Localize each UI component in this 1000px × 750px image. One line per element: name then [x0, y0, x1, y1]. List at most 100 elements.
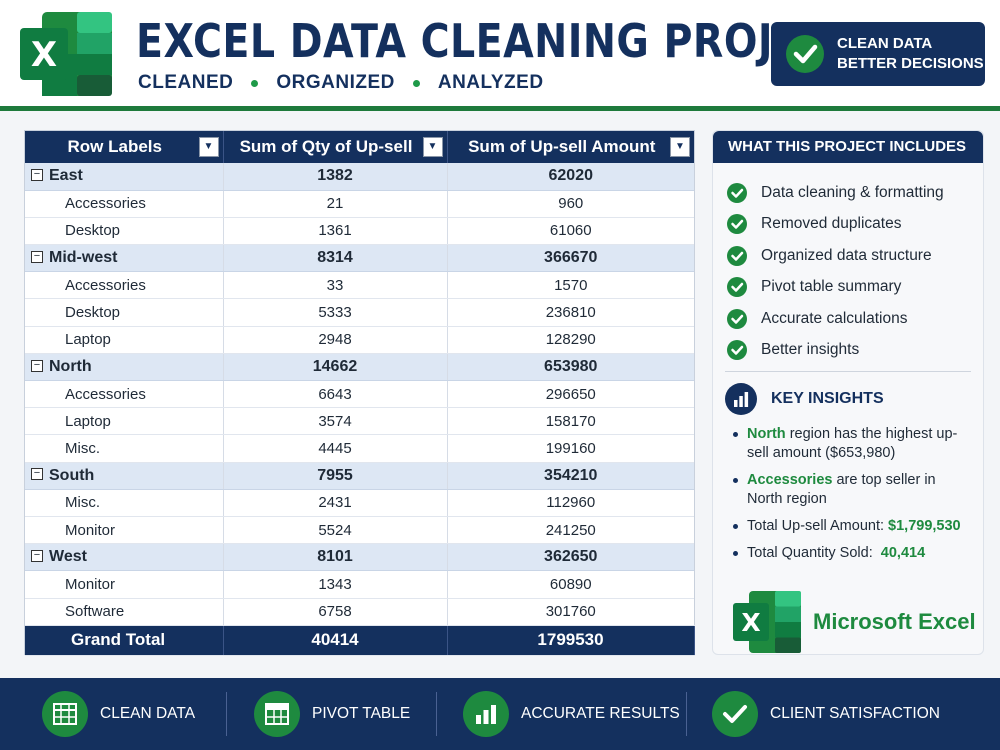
qty-cell: 2948	[223, 326, 448, 354]
subtitle: CLEANED ORGANIZED ANALYZED	[138, 72, 544, 94]
page-title: EXCEL DATA CLEANING PROJECT	[136, 14, 858, 68]
table-row[interactable]: Desktop 5333 236810	[25, 298, 694, 327]
column-header-qty: Sum of Qty of Up-sell ▼	[223, 131, 448, 163]
footer-item-client-satisfaction: CLIENT SATISFACTION	[712, 690, 940, 738]
amount-cell: 1570	[447, 271, 694, 300]
amount-cell: 301760	[447, 598, 694, 626]
table-row-region[interactable]: − West 8101 362650	[25, 543, 694, 572]
table-row-region[interactable]: − North 14662 653980	[25, 353, 694, 382]
amount-cell: 128290	[447, 326, 694, 354]
table-row[interactable]: Accessories 33 1570	[25, 271, 694, 300]
qty-cell: 6643	[223, 380, 448, 409]
grand-total-amount: 1799530	[447, 625, 695, 656]
clean-data-badge: CLEAN DATA BETTER DECISIONS	[771, 22, 985, 86]
check-circle-icon	[727, 182, 747, 203]
filter-dropdown-icon[interactable]: ▼	[198, 137, 219, 157]
include-item: Better insights	[713, 335, 983, 367]
grand-total-label: Grand Total	[25, 625, 224, 656]
insight-item: North region has the highest up-sell amo…	[733, 425, 973, 463]
table-row[interactable]: Monitor 5524 241250	[25, 516, 694, 545]
logo-letter: X	[31, 35, 57, 75]
product-label-cell: Accessories	[25, 190, 224, 218]
qty-cell: 14662	[223, 353, 448, 382]
includes-list: Data cleaning & formatting Removed duplic…	[713, 177, 983, 366]
check-circle-icon	[727, 214, 747, 235]
qty-cell: 1343	[223, 570, 448, 599]
amount-cell: 241250	[447, 516, 694, 545]
amount-cell: 296650	[447, 380, 694, 409]
amount-cell: 960	[447, 190, 694, 218]
check-circle-icon	[727, 308, 747, 329]
table-row[interactable]: Laptop 2948 128290	[25, 326, 694, 354]
collapse-toggle-icon[interactable]: −	[31, 549, 43, 562]
footer-label: CLEAN DATA	[100, 705, 196, 722]
header-divider	[0, 106, 1000, 111]
qty-cell: 5333	[223, 298, 448, 327]
footer-separator	[436, 692, 437, 736]
footer-item-clean-data: CLEAN DATA	[42, 690, 195, 738]
amount-cell: 354210	[447, 462, 694, 490]
table-row[interactable]: Software 6758 301760	[25, 598, 694, 626]
table-row[interactable]: Accessories 21 960	[25, 190, 694, 218]
table-row[interactable]: Misc. 2431 112960	[25, 489, 694, 517]
bar-chart-icon	[725, 383, 757, 415]
table-row[interactable]: Accessories 6643 296650	[25, 380, 694, 409]
qty-cell: 1382	[223, 163, 448, 191]
check-icon	[712, 691, 758, 737]
region-label-cell: − West	[25, 543, 224, 572]
amount-cell: 653980	[447, 353, 694, 382]
include-item: Accurate calculations	[713, 303, 983, 335]
filter-dropdown-icon[interactable]: ▼	[422, 137, 443, 157]
insights-list: North region has the highest up-sell amo…	[733, 425, 973, 571]
region-label-cell: − East	[25, 163, 224, 191]
excel-logo-icon: X	[20, 12, 112, 96]
insight-item: Total Quantity Sold: 40,414	[733, 544, 973, 563]
qty-cell: 3574	[223, 407, 448, 436]
qty-cell: 6758	[223, 598, 448, 626]
amount-cell: 158170	[447, 407, 694, 436]
amount-cell: 112960	[447, 489, 694, 517]
collapse-toggle-icon[interactable]: −	[31, 169, 43, 182]
grid-sheet-icon	[42, 691, 88, 737]
brand-label: Microsoft Excel	[813, 609, 976, 634]
table-row[interactable]: Laptop 3574 158170	[25, 407, 694, 436]
include-item: Organized data structure	[713, 240, 983, 272]
panel-title: WHAT THIS PROJECT INCLUDES	[713, 131, 983, 163]
badge-line-1: CLEAN DATA	[837, 35, 933, 52]
table-row-region[interactable]: − Mid-west 8314 366670	[25, 244, 694, 273]
table-row-region[interactable]: − South 7955 354210	[25, 462, 694, 490]
bar-chart-icon	[463, 691, 509, 737]
column-header-row-labels: Row Labels ▼	[25, 131, 224, 163]
product-label-cell: Software	[25, 598, 224, 626]
filter-dropdown-icon[interactable]: ▼	[670, 137, 690, 157]
amount-cell: 61060	[447, 217, 694, 246]
insights-header: KEY INSIGHTS	[725, 383, 884, 415]
table-row[interactable]: Misc. 4445 199160	[25, 434, 694, 463]
amount-cell: 362650	[447, 543, 694, 572]
collapse-toggle-icon[interactable]: −	[31, 468, 43, 481]
include-item: Removed duplicates	[713, 209, 983, 241]
table-row[interactable]: Monitor 1343 60890	[25, 570, 694, 599]
grand-total-row: Grand Total 40414 1799530	[25, 625, 695, 656]
check-circle-icon	[727, 340, 747, 361]
product-label-cell: Desktop	[25, 217, 224, 246]
qty-cell: 7955	[223, 462, 448, 490]
badge-line-2: BETTER DECISIONS	[837, 55, 984, 72]
table-row[interactable]: Desktop 1361 61060	[25, 217, 694, 246]
qty-cell: 5524	[223, 516, 448, 545]
table-header-row: Row Labels ▼ Sum of Qty of Up-sell ▼ Sum o…	[25, 131, 694, 163]
qty-cell: 4445	[223, 434, 448, 463]
qty-cell: 8101	[223, 543, 448, 572]
product-label-cell: Misc.	[25, 434, 224, 463]
amount-cell: 199160	[447, 434, 694, 463]
collapse-toggle-icon[interactable]: −	[31, 359, 43, 372]
footer-separator	[226, 692, 227, 736]
check-circle-icon	[786, 35, 824, 73]
qty-cell: 2431	[223, 489, 448, 517]
collapse-toggle-icon[interactable]: −	[31, 250, 43, 263]
footer-separator	[686, 692, 687, 736]
footer-label: PIVOT TABLE	[312, 705, 411, 722]
amount-cell: 60890	[447, 570, 694, 599]
insights-title: KEY INSIGHTS	[771, 390, 884, 407]
table-row-region[interactable]: − East 1382 62020	[25, 163, 694, 191]
